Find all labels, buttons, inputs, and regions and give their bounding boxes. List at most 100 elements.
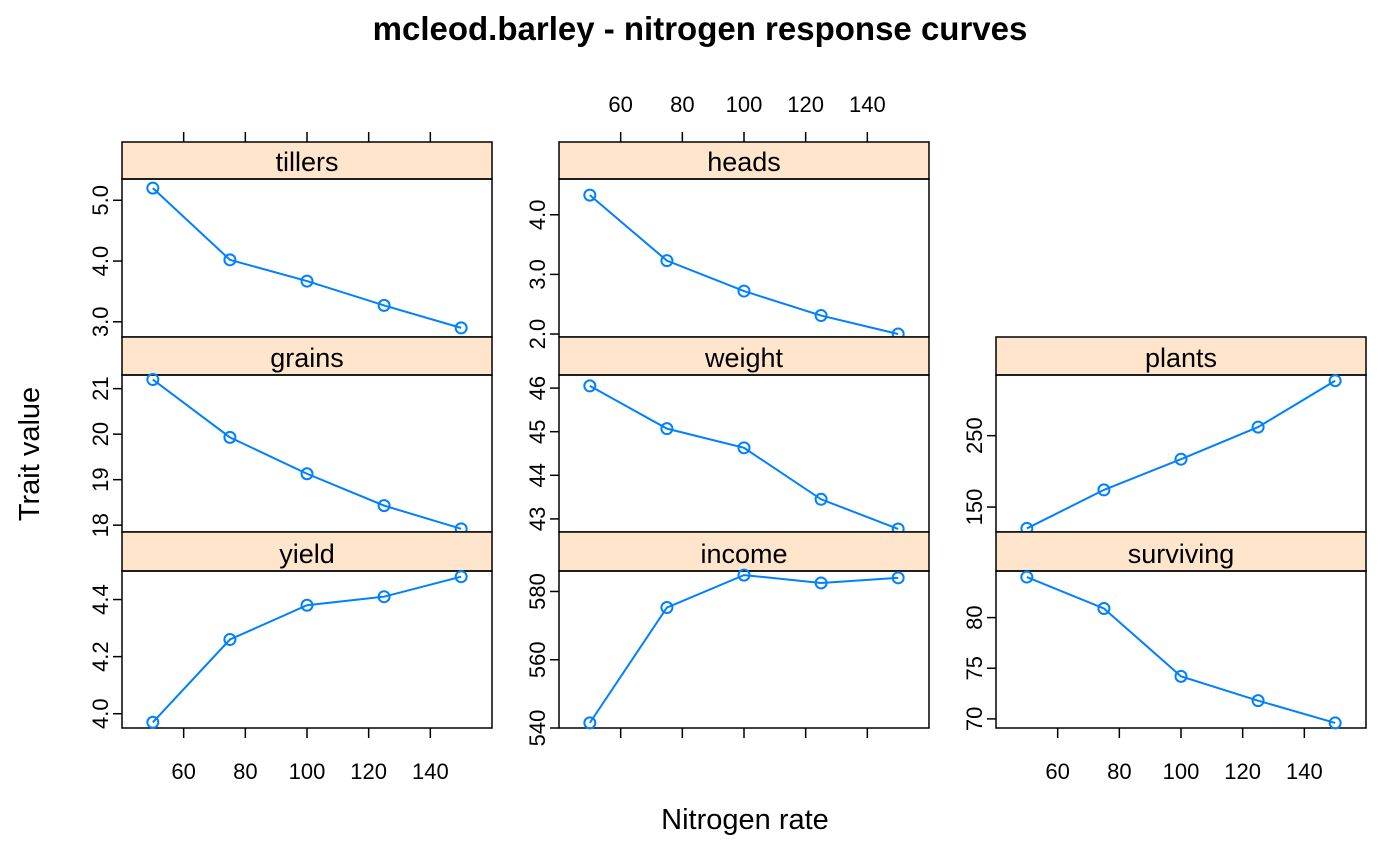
data-point <box>146 373 160 387</box>
y-tick-label: 4.2 <box>88 641 113 672</box>
y-tick-label: 75 <box>962 656 987 680</box>
data-point <box>377 499 391 513</box>
series-line-weight <box>589 385 899 530</box>
data-point <box>737 568 751 582</box>
x-tick-label: 60 <box>171 759 195 784</box>
y-tick-label: 80 <box>962 605 987 629</box>
data-point <box>1174 452 1188 466</box>
panel-strip-yield <box>121 531 493 572</box>
data-point <box>814 492 828 506</box>
y-tick-label: 150 <box>962 489 987 526</box>
y-tick-label: 18 <box>88 513 113 537</box>
series-line-yield <box>152 575 462 723</box>
data-point <box>583 379 597 393</box>
data-point <box>737 284 751 298</box>
panel-strip-label: grains <box>270 343 344 373</box>
panel-strip-label: income <box>700 539 787 569</box>
data-point <box>223 430 237 444</box>
panel-frame-heads <box>558 178 930 338</box>
data-point <box>300 274 314 288</box>
series-line-surviving <box>1026 576 1336 724</box>
panel-strip-heads <box>558 141 930 180</box>
y-axis-label: Trait value <box>14 386 46 522</box>
data-point <box>1328 716 1342 730</box>
panel-frame-income <box>558 570 930 729</box>
x-tick-label: 100 <box>289 759 326 784</box>
x-axis-label: Nitrogen rate <box>661 804 829 836</box>
x-tick-label: 120 <box>787 92 824 117</box>
data-point <box>146 715 160 729</box>
y-tick-label: 5.0 <box>88 185 113 216</box>
panel-strip-plants <box>995 336 1367 376</box>
data-point <box>1251 420 1265 434</box>
panel-strip-grains <box>121 336 493 376</box>
series-line-heads <box>589 194 899 335</box>
x-tick-label: 140 <box>849 92 886 117</box>
data-point <box>660 254 674 268</box>
panel-strip-income <box>558 531 930 572</box>
data-point <box>300 467 314 481</box>
panel-strip-label: heads <box>707 147 781 177</box>
x-tick-label: 80 <box>1107 759 1131 784</box>
series-line-income <box>589 574 899 724</box>
data-point <box>1097 601 1111 615</box>
y-tick-label: 3.0 <box>88 307 113 338</box>
data-point <box>1328 374 1342 388</box>
data-point <box>1020 570 1034 584</box>
x-tick-label: 60 <box>1045 759 1069 784</box>
panel-frame-surviving <box>995 570 1367 729</box>
data-point <box>146 181 160 195</box>
data-point <box>377 590 391 604</box>
chart-title: mcleod.barley - nitrogen response curves <box>372 10 1028 47</box>
x-tick-label: 80 <box>670 92 694 117</box>
y-tick-label: 43 <box>525 507 550 531</box>
x-tick-label: 140 <box>412 759 449 784</box>
panel-frame-tillers <box>121 178 493 338</box>
y-tick-label: 4.0 <box>88 246 113 277</box>
series-line-tillers <box>152 187 462 329</box>
panel-frame-yield <box>121 570 493 729</box>
y-tick-label: 21 <box>88 376 113 400</box>
data-point <box>1174 669 1188 683</box>
data-point <box>737 441 751 455</box>
data-point <box>1251 694 1265 708</box>
panel-strip-label: yield <box>279 539 335 569</box>
data-point <box>223 633 237 647</box>
y-tick-label: 44 <box>525 463 550 487</box>
y-tick-label: 3.0 <box>525 259 550 290</box>
x-tick-label: 140 <box>1286 759 1323 784</box>
panel-strip-label: plants <box>1145 343 1217 373</box>
y-tick-label: 20 <box>88 422 113 446</box>
panel-strip-label: tillers <box>275 147 338 177</box>
y-tick-label: 46 <box>525 376 550 400</box>
y-tick-label: 540 <box>525 710 550 747</box>
data-point <box>814 576 828 590</box>
y-tick-label: 4.0 <box>525 199 550 230</box>
data-point <box>223 253 237 267</box>
series-line-plants <box>1026 379 1336 530</box>
panel-strip-tillers <box>121 141 493 180</box>
data-point <box>660 601 674 615</box>
x-tick-label: 120 <box>350 759 387 784</box>
x-tick-label: 100 <box>1163 759 1200 784</box>
data-point <box>454 570 468 584</box>
y-tick-label: 560 <box>525 641 550 678</box>
panel-strip-label: weight <box>704 343 784 373</box>
y-tick-label: 2.0 <box>525 319 550 350</box>
y-tick-label: 70 <box>962 707 987 731</box>
y-tick-label: 580 <box>525 573 550 610</box>
series-line-grains <box>152 378 462 530</box>
y-tick-label: 250 <box>962 417 987 454</box>
data-point <box>814 309 828 323</box>
data-point <box>377 298 391 312</box>
x-tick-label: 60 <box>608 92 632 117</box>
panel-strip-surviving <box>995 531 1367 572</box>
data-point <box>891 571 905 585</box>
data-point <box>583 716 597 730</box>
y-tick-label: 4.0 <box>88 698 113 729</box>
y-tick-label: 4.4 <box>88 584 113 615</box>
x-tick-label: 80 <box>233 759 257 784</box>
data-point <box>583 188 597 202</box>
y-tick-label: 45 <box>525 419 550 443</box>
